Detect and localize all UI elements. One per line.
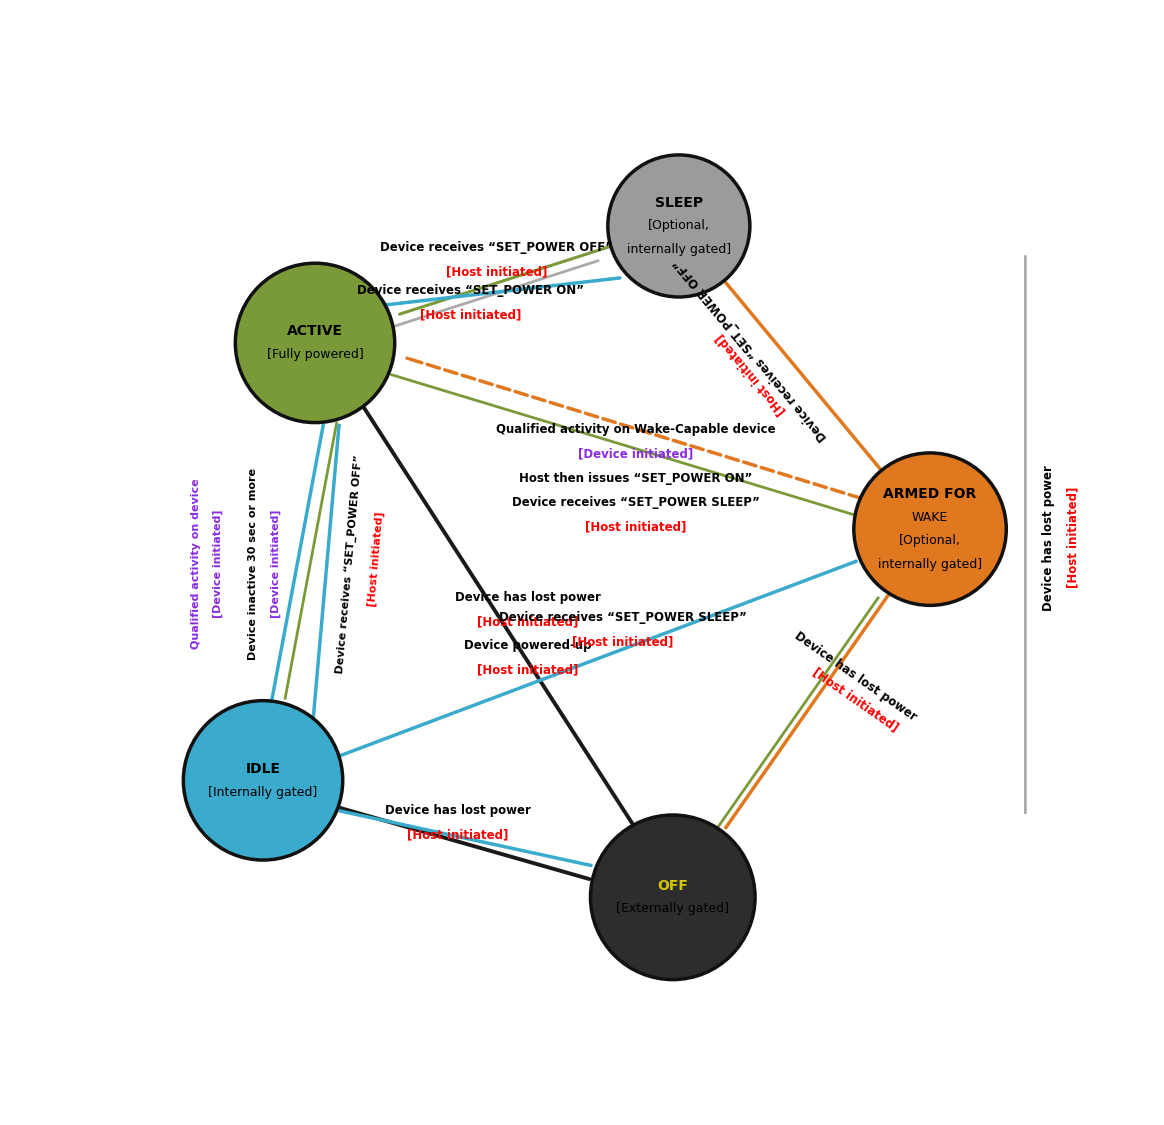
Text: WAKE: WAKE bbox=[911, 511, 949, 524]
FancyArrowPatch shape bbox=[399, 244, 617, 314]
Text: [Host initiated]: [Host initiated] bbox=[714, 331, 788, 417]
Circle shape bbox=[854, 453, 1007, 605]
Text: Device has lost power: Device has lost power bbox=[455, 591, 601, 604]
Text: Qualified activity on device: Qualified activity on device bbox=[191, 478, 201, 649]
FancyArrowPatch shape bbox=[338, 561, 856, 757]
Text: Device receives “SET_POWER OFF”: Device receives “SET_POWER OFF” bbox=[672, 255, 830, 443]
Text: [Optional,: [Optional, bbox=[899, 534, 961, 548]
Text: Device inactive 30 sec or more: Device inactive 30 sec or more bbox=[248, 468, 257, 659]
Text: [Host initiated]: [Host initiated] bbox=[446, 266, 547, 278]
Text: Device has lost power: Device has lost power bbox=[792, 629, 918, 723]
Text: IDLE: IDLE bbox=[246, 762, 281, 775]
FancyArrowPatch shape bbox=[360, 278, 620, 308]
FancyArrowPatch shape bbox=[339, 808, 589, 879]
Text: [Host initiated]: [Host initiated] bbox=[810, 666, 901, 735]
FancyArrowPatch shape bbox=[285, 423, 336, 699]
Text: OFF: OFF bbox=[658, 879, 688, 892]
Text: [Host initiated]: [Host initiated] bbox=[572, 636, 673, 648]
FancyArrowPatch shape bbox=[381, 261, 598, 331]
FancyArrowPatch shape bbox=[714, 597, 878, 834]
Text: internally gated]: internally gated] bbox=[626, 243, 731, 255]
Text: [Host initiated]: [Host initiated] bbox=[584, 520, 687, 533]
Text: Device receives “SET_POWER SLEEP”: Device receives “SET_POWER SLEEP” bbox=[498, 611, 746, 624]
Circle shape bbox=[590, 814, 755, 980]
FancyArrowPatch shape bbox=[340, 811, 591, 865]
Text: [Host initiated]: [Host initiated] bbox=[407, 828, 509, 842]
Text: [Host initiated]: [Host initiated] bbox=[477, 664, 579, 676]
Text: ARMED FOR: ARMED FOR bbox=[883, 487, 977, 501]
Text: [Host initiated]: [Host initiated] bbox=[477, 615, 579, 628]
Text: internally gated]: internally gated] bbox=[878, 558, 982, 570]
Text: [Host initiated]: [Host initiated] bbox=[367, 512, 385, 608]
Text: [Device initiated]: [Device initiated] bbox=[577, 448, 693, 460]
FancyArrowPatch shape bbox=[407, 358, 861, 498]
Text: [Internally gated]: [Internally gated] bbox=[208, 785, 318, 799]
Text: Device has lost power: Device has lost power bbox=[385, 804, 531, 817]
Text: [Optional,: [Optional, bbox=[648, 219, 710, 233]
Text: [Fully powered]: [Fully powered] bbox=[267, 348, 363, 361]
Circle shape bbox=[184, 701, 342, 860]
Text: [Host initiated]: [Host initiated] bbox=[420, 308, 521, 322]
Circle shape bbox=[608, 155, 750, 297]
FancyArrowPatch shape bbox=[364, 408, 632, 824]
Text: Device receives “SET_POWER OFF”: Device receives “SET_POWER OFF” bbox=[381, 241, 613, 254]
Text: Device has lost power: Device has lost power bbox=[1042, 465, 1056, 611]
Text: Device receives “SET_POWER ON”: Device receives “SET_POWER ON” bbox=[357, 285, 584, 297]
Text: [Externally gated]: [Externally gated] bbox=[616, 902, 730, 916]
Text: Device receives “SET_POWER OFF”: Device receives “SET_POWER OFF” bbox=[335, 453, 364, 674]
FancyArrowPatch shape bbox=[313, 425, 339, 718]
Text: Device powered-up: Device powered-up bbox=[464, 639, 591, 652]
FancyArrowPatch shape bbox=[726, 282, 881, 470]
Text: [Device initiated]: [Device initiated] bbox=[213, 510, 223, 618]
Circle shape bbox=[235, 263, 395, 423]
Text: Host then issues “SET_POWER ON”: Host then issues “SET_POWER ON” bbox=[519, 471, 752, 485]
FancyArrowPatch shape bbox=[391, 375, 854, 515]
Text: Qualified activity on Wake-Capable device: Qualified activity on Wake-Capable devic… bbox=[496, 423, 775, 436]
FancyArrowPatch shape bbox=[726, 592, 890, 828]
Text: Device receives “SET_POWER SLEEP”: Device receives “SET_POWER SLEEP” bbox=[512, 496, 759, 508]
Text: ACTIVE: ACTIVE bbox=[288, 324, 343, 339]
FancyArrowPatch shape bbox=[271, 425, 324, 701]
Text: SLEEP: SLEEP bbox=[655, 196, 703, 209]
Text: [Device initiated]: [Device initiated] bbox=[271, 510, 282, 618]
Text: [Host initiated]: [Host initiated] bbox=[1066, 487, 1079, 588]
